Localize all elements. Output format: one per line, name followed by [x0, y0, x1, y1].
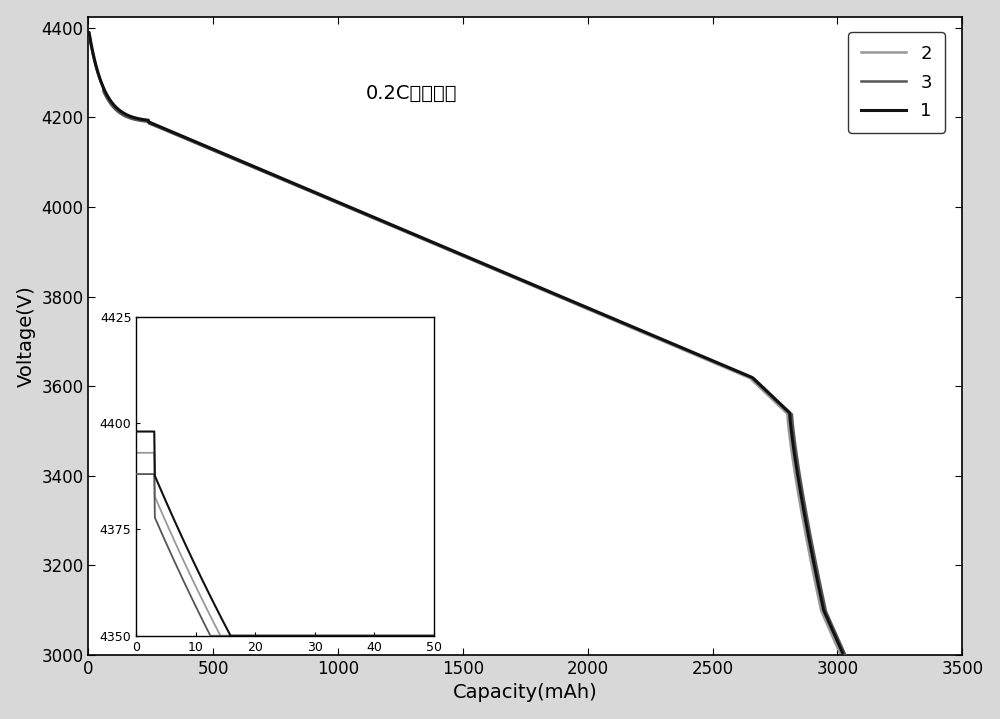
- 3: [82, 31, 94, 40]
- 2: [82, 29, 94, 38]
- 2: [83, 29, 95, 38]
- 1: [740, 370, 752, 379]
- Text: 0.2C放电曲线: 0.2C放电曲线: [366, 83, 457, 103]
- X-axis label: Capacity(mAh): Capacity(mAh): [453, 683, 598, 702]
- Line: 2: 2: [88, 34, 840, 654]
- 2: [168, 129, 180, 138]
- 2: [371, 215, 383, 224]
- 1: [404, 229, 416, 237]
- Legend: 2, 3, 1: 2, 3, 1: [848, 32, 945, 133]
- 2: [819, 616, 831, 625]
- 2: [213, 148, 225, 157]
- 1: [213, 147, 225, 156]
- 3: [373, 216, 385, 224]
- 2: [738, 371, 750, 380]
- Y-axis label: Voltage(V): Voltage(V): [17, 285, 36, 387]
- Line: 3: 3: [88, 35, 845, 654]
- 1: [82, 28, 94, 37]
- 3: [169, 130, 181, 139]
- 3: [743, 372, 755, 380]
- 3: [83, 31, 95, 40]
- 1: [836, 649, 848, 657]
- 3: [839, 650, 851, 659]
- 2: [834, 649, 846, 658]
- 1: [822, 615, 834, 623]
- 3: [406, 230, 418, 239]
- Line: 1: 1: [88, 32, 842, 653]
- 1: [371, 214, 383, 223]
- 3: [214, 149, 226, 157]
- 1: [168, 129, 180, 137]
- 3: [824, 617, 836, 626]
- 2: [403, 229, 415, 238]
